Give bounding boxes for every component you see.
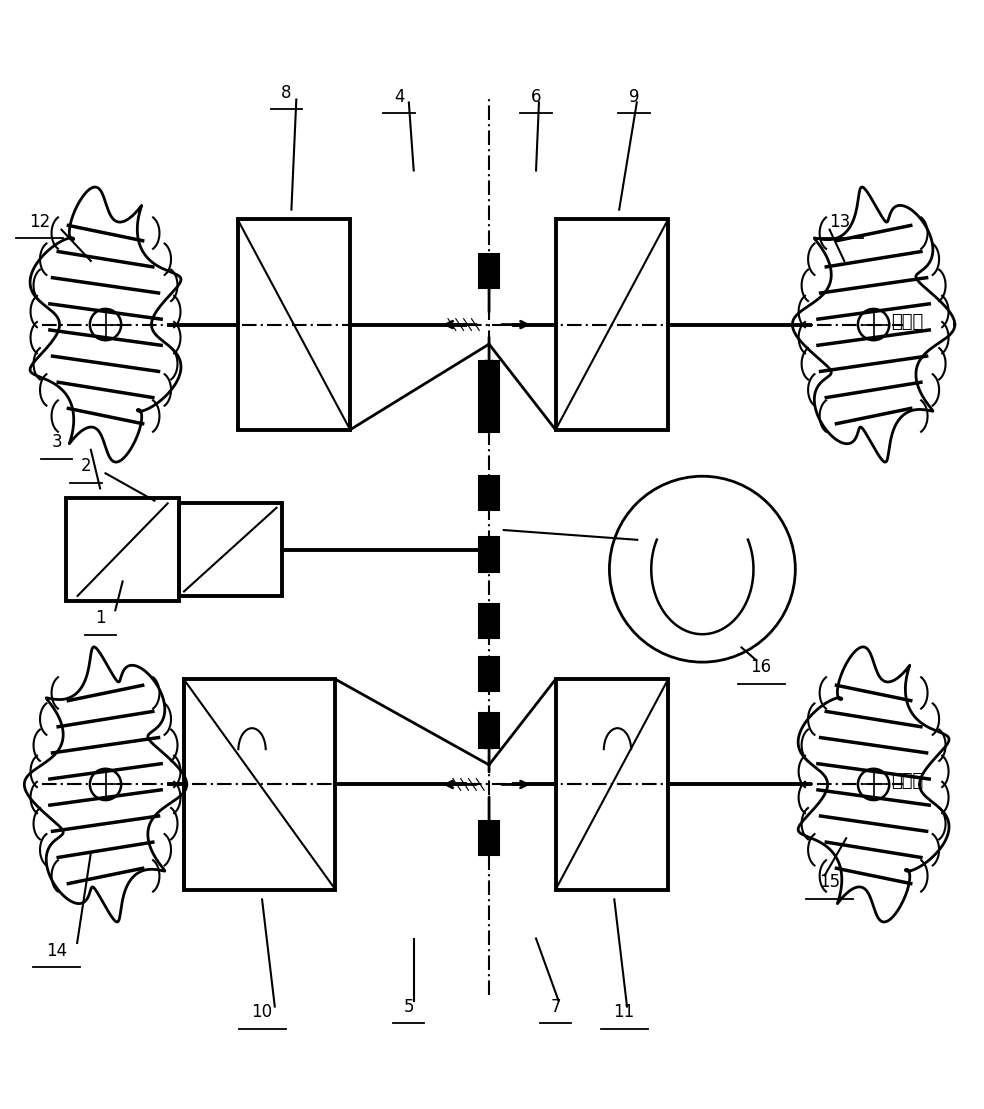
Bar: [179, 503, 281, 596]
Text: 上轴线: 上轴线: [892, 313, 923, 330]
Bar: [479, 254, 499, 288]
Bar: [479, 604, 499, 638]
Text: 12: 12: [30, 213, 50, 231]
Bar: [479, 657, 499, 691]
Text: 10: 10: [252, 1004, 273, 1021]
Text: 下轴线: 下轴线: [892, 773, 923, 791]
Text: 3: 3: [51, 433, 62, 451]
Text: 11: 11: [613, 1004, 635, 1021]
Text: 5: 5: [403, 997, 414, 1016]
Bar: [479, 397, 499, 431]
Bar: [479, 362, 499, 396]
Text: 15: 15: [819, 873, 840, 892]
Text: 8: 8: [281, 83, 292, 102]
Text: 2: 2: [81, 457, 92, 476]
Bar: [479, 538, 499, 571]
Bar: [479, 821, 499, 855]
Text: 4: 4: [394, 88, 404, 105]
Bar: [66, 498, 179, 601]
Text: 9: 9: [629, 88, 640, 105]
Text: 7: 7: [550, 997, 561, 1016]
Bar: [479, 713, 499, 747]
Text: 13: 13: [829, 213, 850, 231]
Bar: [237, 220, 350, 430]
Bar: [556, 220, 668, 430]
Text: 6: 6: [530, 88, 541, 105]
Text: 14: 14: [46, 942, 67, 959]
Text: 1: 1: [95, 609, 106, 627]
Bar: [479, 476, 499, 510]
Bar: [556, 679, 668, 889]
Text: 16: 16: [751, 658, 771, 676]
Bar: [184, 679, 336, 889]
